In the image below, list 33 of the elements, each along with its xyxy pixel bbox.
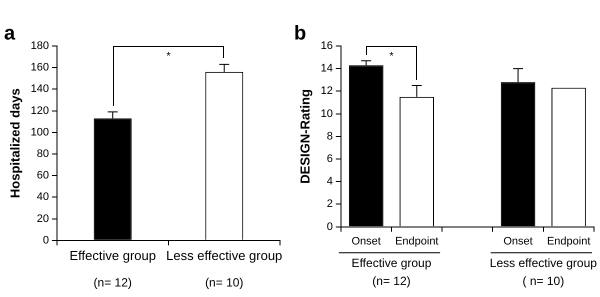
y-tick-label: 40 [36,191,49,204]
y-tick-label: 16 [320,40,333,52]
y-axis-title: DESIGN-Rating [297,89,312,184]
y-tick-label: 8 [326,130,333,142]
y-axis-title: Hospitalized days [7,88,22,198]
y-tick-label: 12 [320,85,333,98]
x-tick-label: Onset [503,235,533,248]
y-tick-label: 10 [320,108,333,120]
y-tick-label: 2 [326,198,333,210]
y-tick-label: 180 [30,40,49,52]
text: ( n= 10) [522,274,564,288]
y-tick-label: 4 [326,176,333,188]
annotation: * [166,50,172,63]
text: (n= 12) [94,275,132,290]
annotation: * [389,50,394,63]
y-tick-label: 6 [326,153,333,166]
x-tick-label: Endpoint [395,235,439,248]
y-tick-label: 60 [36,170,49,182]
text: (n= 10) [205,275,244,290]
x-tick-label: Onset [351,235,381,248]
y-tick-label: 80 [36,148,49,160]
chart-title: b [294,22,306,45]
y-tick-label: 0 [326,220,333,233]
chart-title: a [4,22,16,45]
y-tick-label: 0 [42,234,49,246]
y-tick-label: 160 [30,62,49,74]
y-tick-label: 140 [30,83,49,96]
y-tick-label: 120 [30,104,49,117]
y-tick-label: 14 [320,62,333,75]
text: (n= 12) [372,274,411,288]
y-tick-label: 100 [30,126,49,138]
x-tick-label: Endpoint [546,235,590,248]
y-tick-label: 20 [36,212,49,225]
